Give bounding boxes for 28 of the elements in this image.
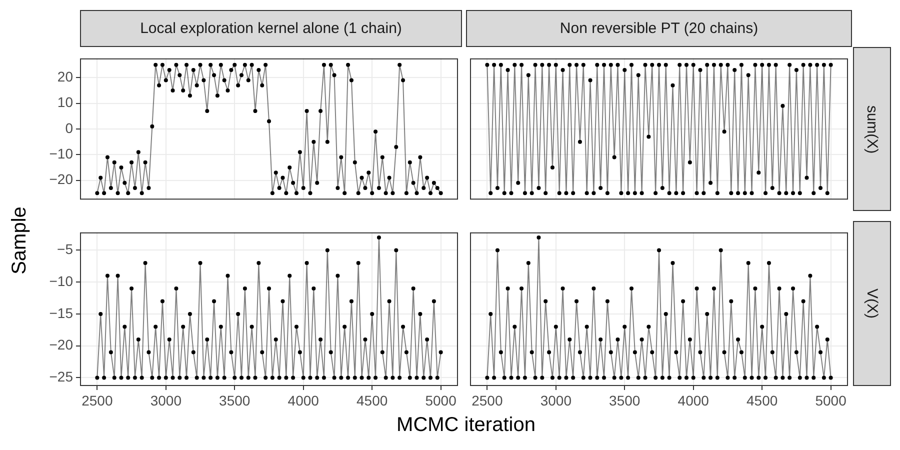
y-axis-title: Sample xyxy=(8,206,32,274)
y-tick-label: 0 xyxy=(65,120,74,136)
x-tick-label: 4000 xyxy=(678,392,710,408)
x-tick-label: 4500 xyxy=(356,392,388,408)
x-tick-label: 3500 xyxy=(609,392,640,408)
y-tick-label: −20 xyxy=(49,171,74,188)
x-tick-label: 3500 xyxy=(219,392,250,408)
y-tick-label: 10 xyxy=(57,94,74,110)
y-tick-label: −10 xyxy=(49,272,74,289)
x-tick-label: 2500 xyxy=(472,392,503,408)
y-tick-label: −10 xyxy=(49,146,74,162)
x-tick-label: 4000 xyxy=(288,392,320,408)
chart-title: Local exploration kernel alone (1 chain) xyxy=(80,10,462,47)
y-tick-label: −25 xyxy=(49,368,74,385)
y2-axis-title: sum(X) xyxy=(864,104,880,154)
y2-axis-title: V(X) xyxy=(864,288,880,318)
y-tick-label: 20 xyxy=(57,68,74,85)
x-tick-label: 2500 xyxy=(82,392,113,408)
x-tick-label: 5000 xyxy=(425,392,457,408)
x-axis-title: MCMC iteration xyxy=(396,414,536,437)
y-tick-label: −20 xyxy=(49,336,74,353)
x-tick-label: 5000 xyxy=(815,392,847,408)
x-tick-label: 4500 xyxy=(746,392,778,408)
y-tick-label: −15 xyxy=(49,304,74,321)
chart-title: Non reversible PT (20 chains) xyxy=(466,10,852,47)
x-tick-label: 3000 xyxy=(540,392,572,408)
y-tick-label: −5 xyxy=(57,241,74,258)
x-tick-label: 3000 xyxy=(150,392,182,408)
